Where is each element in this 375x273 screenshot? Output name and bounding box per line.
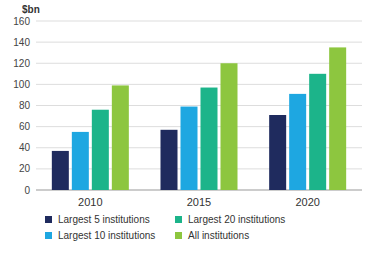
legend: Largest 5 institutions Largest 10 institu… xyxy=(45,214,285,241)
grid-line xyxy=(36,63,362,64)
bars xyxy=(52,47,346,190)
grid-line xyxy=(36,21,362,22)
legend-label: Largest 20 institutions xyxy=(188,214,285,225)
y-tick-label: 80 xyxy=(19,100,31,111)
y-axis-label: $bn xyxy=(22,4,40,15)
bar xyxy=(161,130,178,190)
legend-label: Largest 5 institutions xyxy=(58,214,150,225)
x-tick-label: 2020 xyxy=(295,196,319,208)
y-tick-label: 0 xyxy=(24,185,30,196)
y-tick-label: 40 xyxy=(19,142,31,153)
legend-swatch xyxy=(45,232,52,239)
bar xyxy=(309,74,326,190)
bar xyxy=(289,94,306,190)
bar xyxy=(72,132,89,190)
bar xyxy=(201,88,218,190)
bar xyxy=(269,115,286,190)
bar xyxy=(92,110,109,190)
bar xyxy=(181,107,198,190)
y-tick-label: 160 xyxy=(13,16,30,27)
bar xyxy=(221,63,238,190)
y-tick-label: 140 xyxy=(13,37,30,48)
y-tick-label: 20 xyxy=(19,163,31,174)
legend-swatch xyxy=(45,216,52,223)
grid-line xyxy=(36,42,362,43)
y-tick-label: 60 xyxy=(19,121,31,132)
y-tick-label: 120 xyxy=(13,58,30,69)
x-tick-label: 2015 xyxy=(187,196,211,208)
bar xyxy=(52,151,69,190)
chart: $bn 0 20 40 60 80 100 120 140 160 2010 2015 2020 Larg… xyxy=(0,0,375,273)
bar xyxy=(112,85,129,190)
legend-swatch xyxy=(175,216,182,223)
y-tick-label: 100 xyxy=(13,79,30,90)
x-tick-label: 2010 xyxy=(78,196,102,208)
legend-label: Largest 10 institutions xyxy=(58,230,155,241)
legend-label: All institutions xyxy=(188,230,249,241)
legend-swatch xyxy=(175,232,182,239)
bar xyxy=(329,47,346,190)
